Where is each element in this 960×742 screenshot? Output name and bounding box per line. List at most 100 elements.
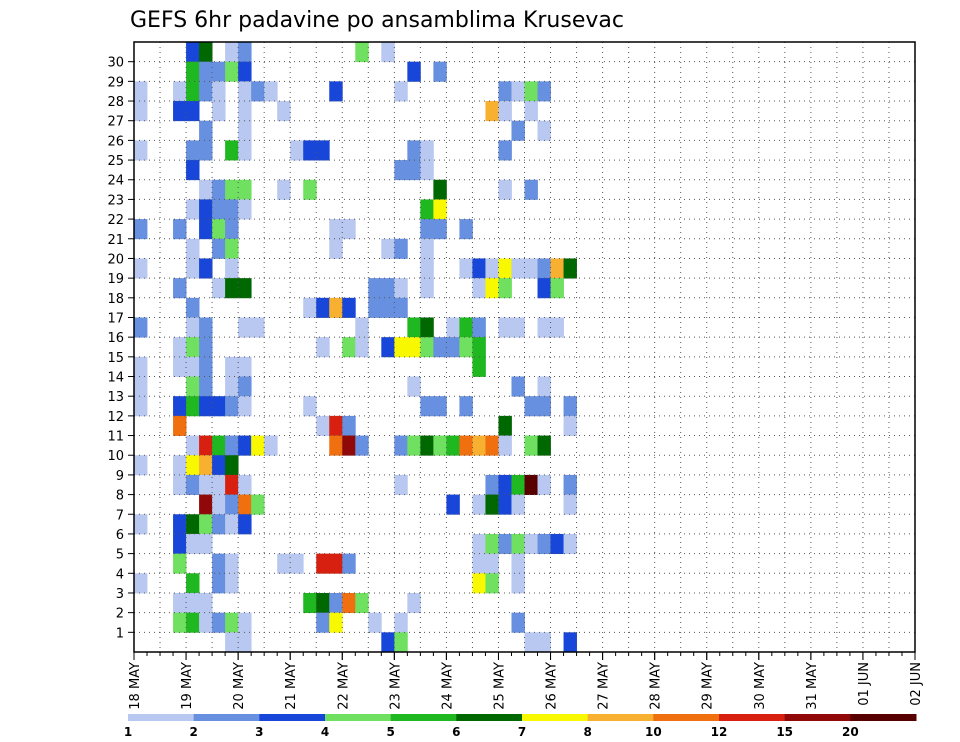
heatmap-cell [251, 435, 265, 456]
heatmap-cell [524, 396, 538, 417]
heatmap-cell [173, 553, 187, 574]
heatmap-cell [173, 533, 187, 555]
colorbar-swatch [456, 714, 523, 721]
x-date-label: 31 MAY [805, 662, 820, 710]
heatmap-cell [459, 258, 473, 279]
heatmap-cell [225, 199, 239, 220]
heatmap-cell [537, 533, 551, 555]
heatmap-cell [537, 474, 551, 495]
colorbar-swatch [128, 714, 195, 721]
y-tick-label: 14 [107, 371, 124, 386]
y-tick-label: 22 [107, 213, 124, 228]
heatmap-cell [407, 140, 421, 161]
heatmap-cell [394, 81, 408, 102]
heatmap-cell [433, 396, 447, 417]
heatmap-cell [238, 278, 252, 299]
heatmap-cell [420, 258, 434, 279]
heatmap-cell [212, 612, 226, 633]
x-date-label: 18 MAY [128, 662, 143, 710]
heatmap-cell [134, 356, 148, 377]
heatmap-cell [563, 415, 577, 436]
x-axis: 18 MAY 19 MAY 20 MAY 21 MAY 22 MAY 23 MAY 24 M… [128, 652, 924, 710]
x-date-label: 26 MAY [545, 662, 560, 710]
heatmap-cell [524, 81, 538, 102]
y-tick-label: 19 [107, 272, 124, 287]
x-date-label: 25 MAY [492, 662, 507, 710]
heatmap-cell [407, 592, 421, 614]
heatmap-cell [186, 514, 200, 535]
colorbar-swatch [784, 714, 851, 721]
x-date-label: 27 MAY [597, 662, 612, 710]
heatmap-cell [238, 474, 252, 495]
heatmap-cell [186, 455, 200, 476]
heatmap-cell [225, 514, 239, 535]
heatmap-cell [238, 396, 252, 417]
heatmap-cell [498, 474, 512, 495]
heatmap-cell [563, 533, 577, 555]
heatmap-cell [225, 219, 239, 240]
heatmap-cell [212, 179, 226, 200]
heatmap-cell [199, 219, 213, 240]
heatmap-cell [186, 612, 200, 633]
heatmap-cell [485, 435, 499, 456]
colorbar-swatch [587, 714, 654, 721]
heatmap-cell [199, 120, 213, 141]
heatmap-cell [225, 61, 239, 82]
heatmap-cell [537, 435, 551, 456]
heatmap-cell [186, 81, 200, 102]
heatmap-cell [524, 258, 538, 279]
heatmap-cell [537, 396, 551, 417]
heatmap-cell [329, 435, 343, 456]
heatmap-cell [212, 238, 226, 259]
heatmap-cell [381, 238, 395, 259]
y-tick-label: 2 [116, 607, 124, 622]
heatmap-cell [303, 396, 317, 417]
heatmap-cell [277, 179, 291, 200]
heatmap-cell [524, 533, 538, 555]
heatmap-cell [485, 533, 499, 555]
x-date-label: 01 JUN [857, 662, 872, 706]
heatmap-cell [355, 435, 369, 456]
y-tick-label: 17 [107, 311, 124, 326]
heatmap-cell [550, 317, 564, 338]
heatmap-cell [498, 494, 512, 515]
heatmap-cell [290, 553, 304, 574]
heatmap-cell [277, 553, 291, 574]
colorbar-swatch [850, 714, 917, 721]
heatmap-cell [212, 61, 226, 82]
heatmap-cell [238, 61, 252, 82]
heatmap-cell [485, 474, 499, 495]
heatmap-cell [134, 81, 148, 102]
heatmap-cell [316, 592, 330, 614]
heatmap-cell [472, 573, 486, 594]
heatmap-cell [472, 435, 486, 456]
heatmap-cell [134, 396, 148, 417]
heatmap-cell [511, 612, 525, 633]
heatmap-cell [173, 81, 187, 102]
heatmap-cell [433, 337, 447, 358]
heatmap-cell [485, 573, 499, 594]
heatmap-cell [394, 337, 408, 358]
heatmap-cell [186, 533, 200, 555]
heatmap-cell [342, 297, 356, 318]
heatmap-cell [537, 278, 551, 299]
heatmap-cell [524, 435, 538, 456]
heatmap-cell [316, 140, 330, 161]
heatmap-cell [381, 297, 395, 318]
heatmap-cell [173, 514, 187, 535]
heatmap-cell [303, 179, 317, 200]
heatmap-cell [199, 494, 213, 515]
heatmap-cell [446, 317, 460, 338]
heatmap-cell [199, 533, 213, 555]
heatmap-cell [225, 258, 239, 279]
heatmap-cell [368, 612, 382, 633]
heatmap-cell [251, 81, 265, 102]
heatmap-cell [394, 160, 408, 181]
heatmap-cell [238, 199, 252, 220]
heatmap-cell [212, 199, 226, 220]
heatmap-cell [459, 435, 473, 456]
heatmap-cell [212, 435, 226, 456]
heatmap-cell [537, 317, 551, 338]
heatmap-cell [303, 297, 317, 318]
